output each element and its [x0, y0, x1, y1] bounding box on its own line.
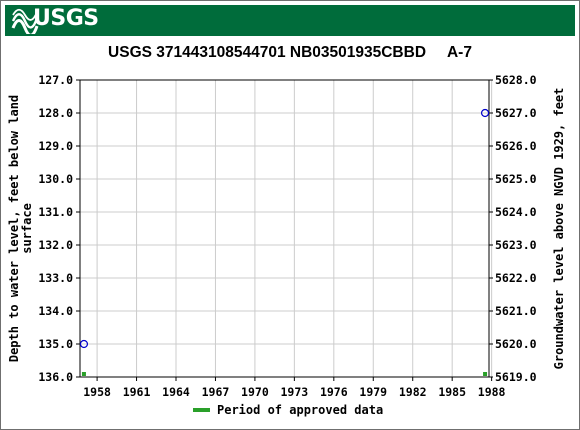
y-right-tick-label: 5620.0	[495, 337, 537, 351]
y-right-axis-title: Groundwater level above NGVD 1929, feet	[552, 88, 566, 370]
usgs-logo-icon[interactable]	[11, 8, 103, 34]
x-tick-label: 1961	[123, 385, 151, 399]
usgs-banner: USGS	[5, 5, 575, 36]
x-tick-label: 1988	[478, 385, 506, 399]
y-right-tick-label: 5623.0	[495, 238, 537, 252]
y-left-tick-label: 130.0	[38, 172, 73, 186]
right-y-axis: 5628.0 5627.0 5626.0 5625.0 5624.0 5623.0 5622…	[489, 73, 537, 384]
x-tick-label: 1970	[241, 385, 269, 399]
y-right-tick-label: 5621.0	[495, 304, 537, 318]
data-points	[79, 108, 490, 349]
y-right-tick-label: 5627.0	[495, 106, 537, 120]
legend-label: Period of approved data	[217, 403, 384, 417]
usgs-logo-text: USGS	[33, 6, 99, 31]
data-point	[79, 339, 89, 349]
y-right-tick-label: 5622.0	[495, 271, 537, 285]
y-left-tick-label: 133.0	[38, 271, 73, 285]
y-left-axis-title-line: Depth to water level, feet below land	[7, 95, 21, 362]
y-left-tick-label: 132.0	[38, 238, 73, 252]
left-y-axis: 127.0 128.0 129.0 130.0 131.0 132.0 133.0 134.0…	[38, 73, 80, 384]
x-tick-label: 1964	[162, 385, 190, 399]
x-axis: 1958 1961 1964 1967 1970 1973 1976 1979 1982 1985…	[83, 377, 506, 399]
x-tick-label: 1985	[438, 385, 466, 399]
y-right-tick-label: 5626.0	[495, 139, 537, 153]
x-tick-label: 1982	[399, 385, 427, 399]
y-left-tick-label: 136.0	[38, 370, 73, 384]
approved-period-marker	[483, 372, 488, 376]
y-left-tick-label: 134.0	[38, 304, 73, 318]
y-right-tick-label: 5625.0	[495, 172, 537, 186]
y-right-tick-label: 5619.0	[495, 370, 537, 384]
x-tick-label: 1967	[202, 385, 230, 399]
grid	[80, 79, 493, 378]
x-tick-label: 1973	[281, 385, 309, 399]
legend-swatch	[193, 408, 210, 412]
chart-title: USGS 371443108544701 NB03501935CBBD A-7	[108, 44, 472, 61]
y-left-tick-label: 127.0	[38, 73, 73, 87]
x-tick-label: 1979	[359, 385, 387, 399]
y-left-tick-label: 131.0	[38, 205, 73, 219]
approved-period-marker	[81, 372, 86, 376]
y-left-tick-label: 129.0	[38, 139, 73, 153]
plot-border	[79, 79, 490, 378]
data-point	[480, 108, 490, 118]
y-left-axis-title-line: surface	[20, 203, 34, 254]
approved-periods	[81, 372, 488, 376]
y-right-tick-label: 5628.0	[495, 73, 537, 87]
axis-titles: Depth to water level, feet below landsur…	[7, 88, 566, 370]
legend: Period of approved data	[193, 402, 383, 418]
x-tick-label: 1976	[320, 385, 348, 399]
y-left-axis-title: Depth to water level, feet below landsur…	[7, 95, 34, 362]
y-left-tick-label: 135.0	[38, 337, 73, 351]
y-left-tick-label: 128.0	[38, 106, 73, 120]
y-right-tick-label: 5624.0	[495, 205, 537, 219]
x-tick-label: 1958	[83, 385, 111, 399]
